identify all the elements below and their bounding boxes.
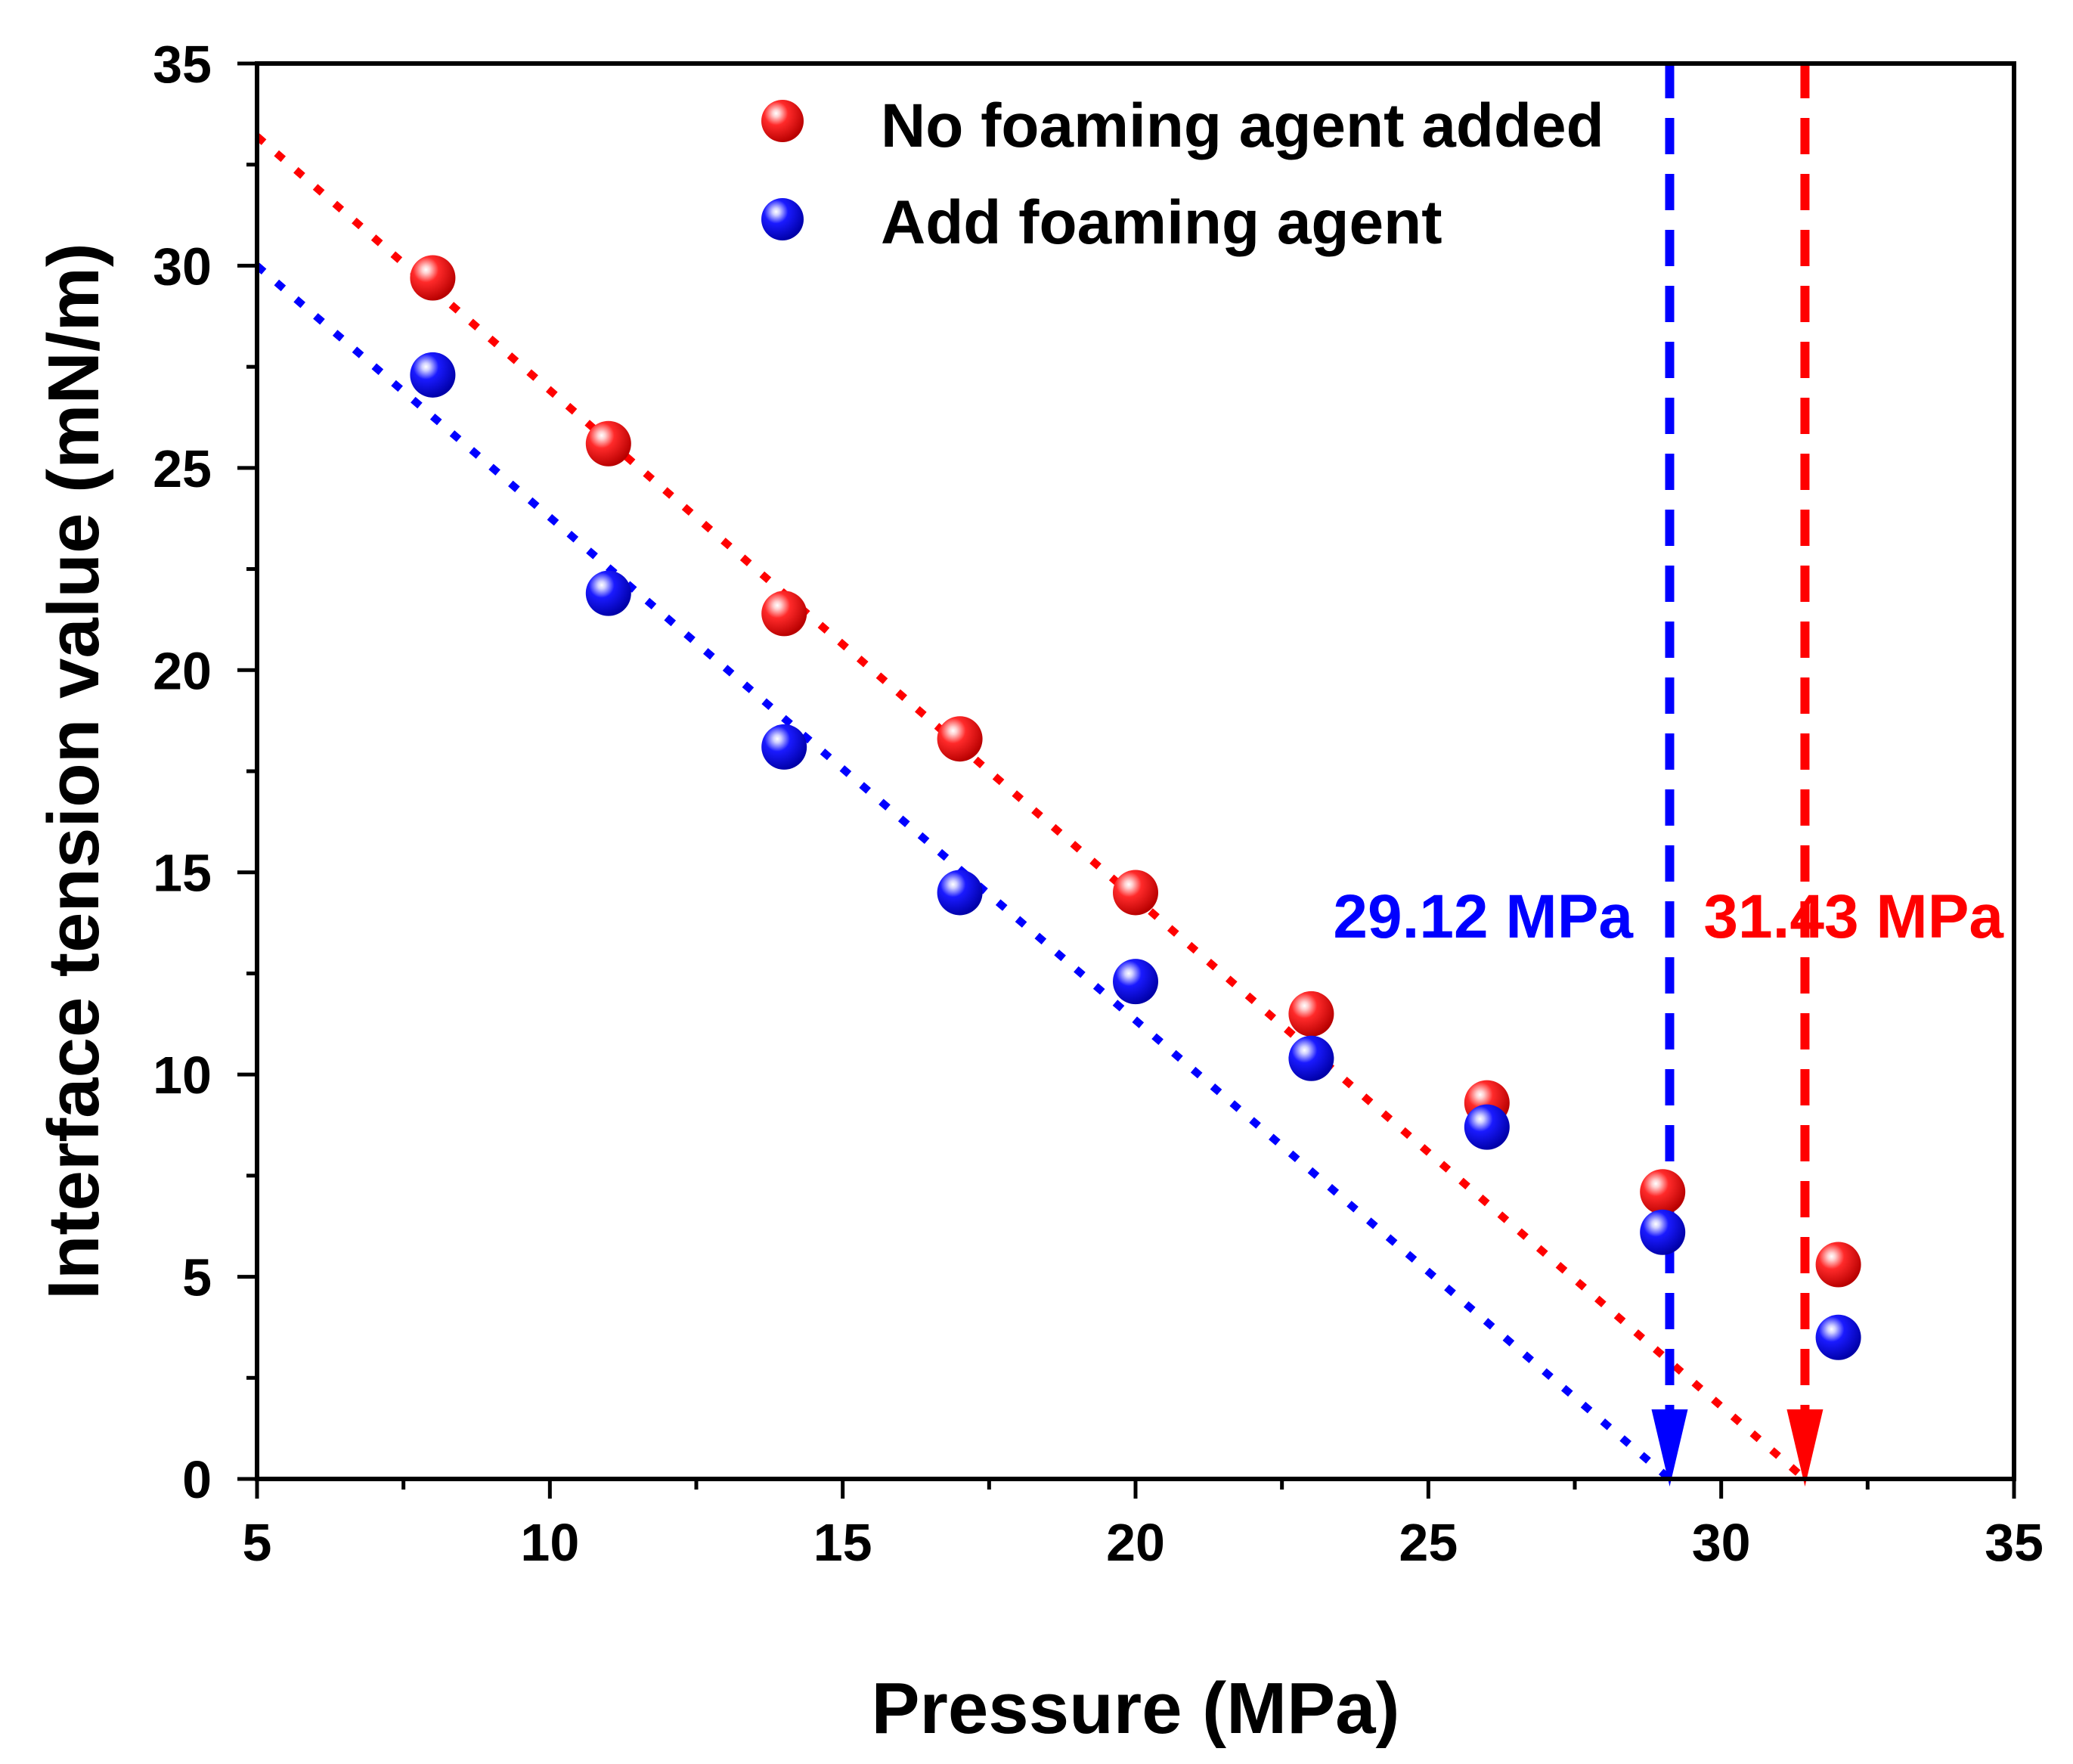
data-point-series-1: [1113, 959, 1158, 1005]
y-tick-label: 30: [153, 237, 212, 296]
y-tick-label: 15: [153, 844, 212, 903]
data-point-series-0: [585, 420, 631, 467]
data-point-series-0: [1640, 1169, 1686, 1215]
y-tick-label: 20: [153, 641, 212, 700]
legend-marker-add-foaming: [761, 198, 804, 240]
x-tick-label: 25: [1399, 1513, 1458, 1572]
data-point-series-0: [937, 716, 983, 762]
data-point-series-1: [1640, 1209, 1686, 1255]
plot-frame: [255, 61, 2016, 1481]
data-point-series-1: [585, 570, 631, 616]
x-axis-title: Pressure (MPa): [872, 1668, 1400, 1749]
data-point-series-0: [1288, 991, 1334, 1037]
x-tick-label: 15: [813, 1513, 872, 1572]
data-point-series-1: [761, 724, 807, 770]
legend: No foaming agent added Add foaming agent: [761, 91, 1604, 257]
x-tick-label: 10: [520, 1513, 579, 1572]
y-axis-title: Interface tension value (mN/m): [33, 243, 114, 1300]
x-tick-label: 20: [1106, 1513, 1165, 1572]
y-tick-label: 0: [182, 1450, 212, 1509]
data-point-series-1: [937, 870, 983, 916]
annotation-red-intercept: 31.43 MPa: [1703, 882, 2004, 951]
x-tick-label: 5: [243, 1513, 272, 1572]
y-tick-label: 5: [182, 1248, 212, 1307]
x-tick-label: 30: [1692, 1513, 1751, 1572]
intercept-arrow-head-1: [1786, 1409, 1824, 1487]
data-point-series-0: [410, 255, 456, 301]
annotation-blue-intercept: 29.12 MPa: [1333, 882, 1634, 951]
fit-line-series-0: [254, 133, 1808, 1482]
intercept-arrow-head-0: [1651, 1409, 1688, 1487]
y-tick-label: 25: [153, 439, 212, 498]
legend-marker-no-foaming: [761, 100, 804, 142]
data-point-series-0: [1113, 870, 1158, 916]
data-point-series-1: [1288, 1035, 1334, 1081]
y-tick-label: 35: [153, 35, 212, 94]
y-tick-label: 10: [153, 1046, 212, 1105]
legend-label-add-foaming: Add foaming agent: [881, 188, 1442, 257]
data-point-series-1: [1464, 1104, 1510, 1150]
legend-label-no-foaming: No foaming agent added: [881, 91, 1604, 160]
x-tick-label: 35: [1985, 1513, 2044, 1572]
data-point-series-1: [410, 352, 456, 398]
data-point-series-0: [761, 591, 807, 637]
data-point-series-1: [1815, 1314, 1861, 1360]
data-point-series-0: [1815, 1242, 1861, 1288]
